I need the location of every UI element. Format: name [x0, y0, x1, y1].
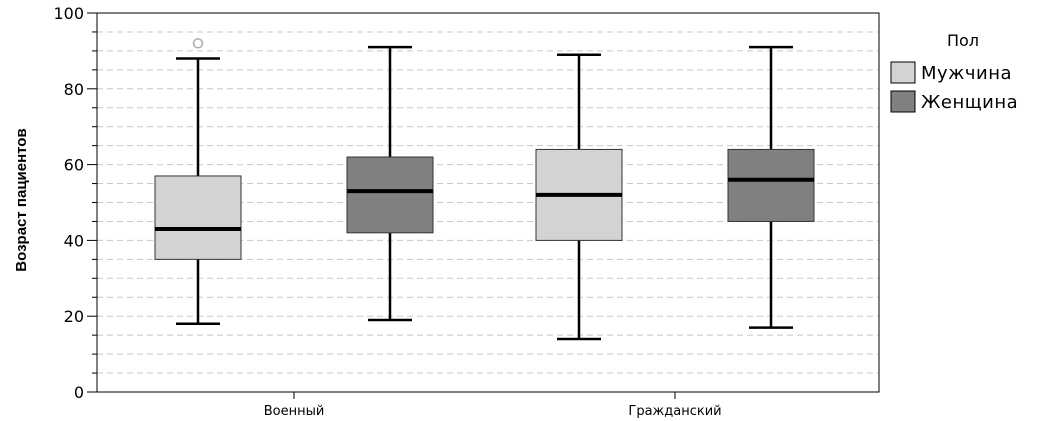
legend-title: Пол — [947, 31, 979, 50]
legend-swatch — [890, 61, 916, 84]
box-female — [727, 45, 815, 329]
y-tick-label: 0 — [74, 383, 84, 402]
box-female — [346, 45, 434, 322]
legend-swatch — [890, 90, 916, 113]
legend-label: Мужчина — [921, 63, 1012, 84]
box-iqr — [154, 175, 242, 260]
outlier-point — [192, 38, 204, 49]
box-male — [154, 38, 242, 326]
y-tick-label: 100 — [53, 4, 84, 23]
box-iqr — [346, 156, 434, 234]
x-tick-label: Военный — [264, 404, 325, 419]
y-tick-label: 80 — [64, 80, 84, 99]
y-tick-label: 60 — [64, 156, 84, 175]
y-tick-label: 20 — [64, 307, 84, 326]
y-tick-label: 40 — [64, 231, 84, 250]
y-axis-label: Возраст пациентов — [13, 128, 30, 271]
box-iqr — [727, 148, 815, 222]
box-series — [154, 38, 815, 341]
axes: 0 20 40 60 80 100 Военный Гражданский — [53, 4, 880, 419]
legend: Пол Мужчина Женщина — [890, 31, 1018, 113]
box-male — [535, 53, 623, 341]
legend-item: Женщина — [890, 90, 1018, 113]
legend-item: Мужчина — [890, 61, 1012, 84]
x-tick-label: Гражданский — [628, 404, 721, 419]
legend-label: Женщина — [921, 92, 1018, 113]
